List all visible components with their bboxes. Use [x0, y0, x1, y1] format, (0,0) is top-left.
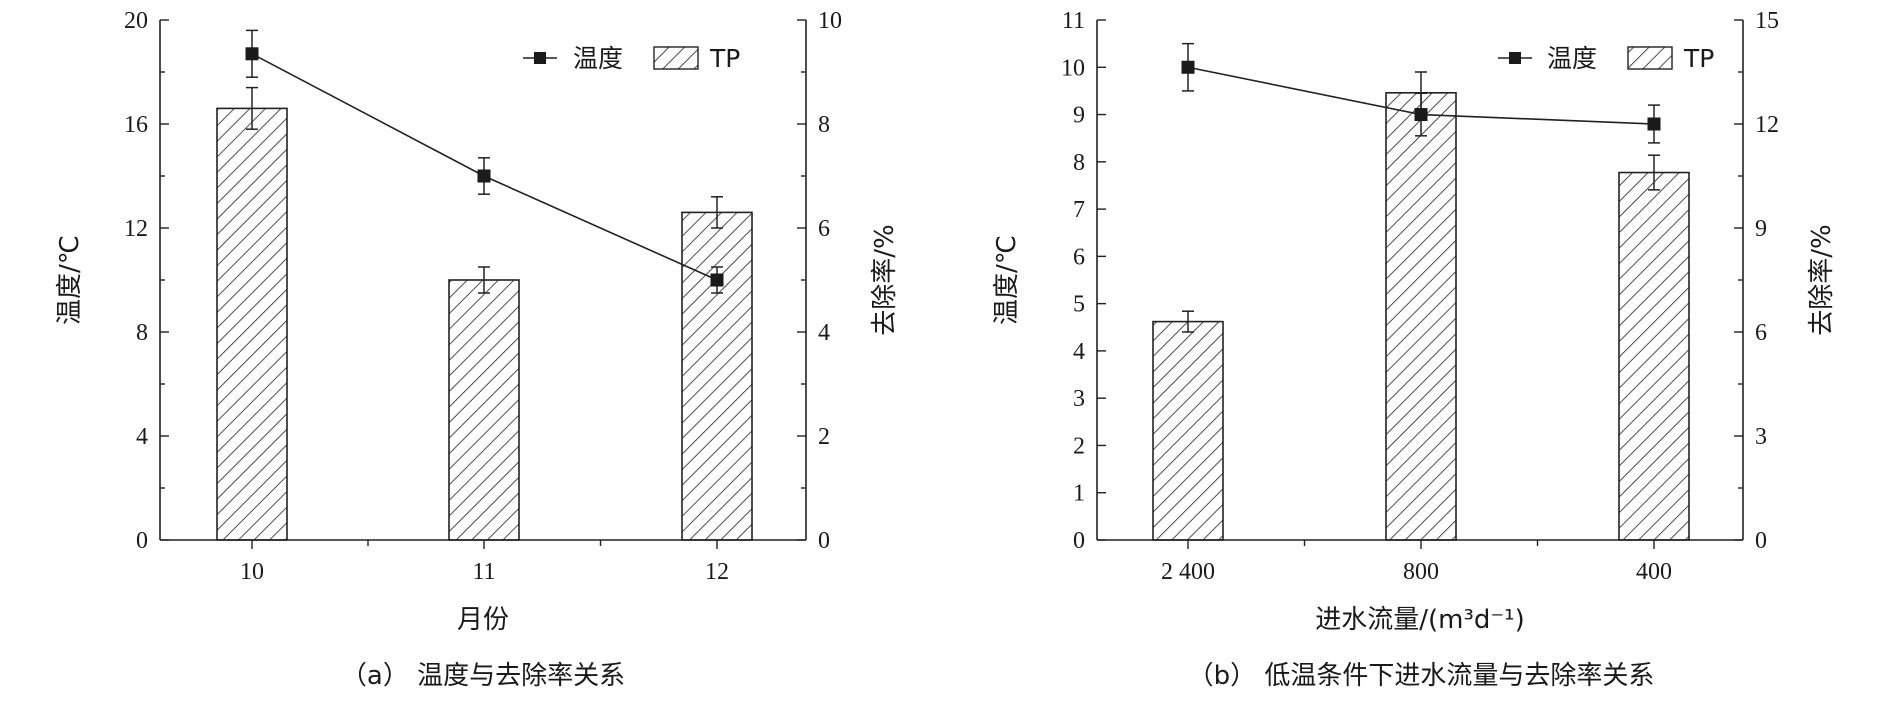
left-tick-label: 6	[1073, 244, 1085, 270]
legend: 温度 TP	[523, 44, 740, 73]
x-axis-title: 月份	[457, 605, 509, 635]
temperature-point	[710, 273, 724, 287]
left-tick-label: 1	[1073, 481, 1085, 507]
left-tick-label: 7	[1073, 197, 1085, 223]
left-tick-label: 9	[1073, 103, 1085, 129]
legend-label-tp: TP	[1683, 44, 1714, 73]
bar-tp	[681, 211, 753, 541]
x-tick-label: 2 400	[1161, 559, 1215, 585]
right-tick-label: 0	[818, 528, 830, 554]
right-tick-label: 15	[1755, 8, 1779, 34]
left-axis-title: 温度/℃	[55, 235, 85, 325]
right-tick-label: 0	[1755, 528, 1767, 554]
left-tick-label: 8	[136, 320, 148, 346]
temperature-point	[477, 169, 491, 183]
legend-hatch-swatch	[653, 46, 699, 70]
bar-tp	[1618, 171, 1690, 541]
right-tick-label: 9	[1755, 216, 1767, 242]
legend-hatch-swatch	[1627, 46, 1673, 70]
left-tick-label: 5	[1073, 292, 1085, 318]
left-tick-label: 3	[1073, 386, 1085, 412]
right-tick-label: 4	[818, 320, 830, 346]
left-tick-label: 4	[1073, 339, 1085, 365]
bar-tp	[216, 107, 288, 541]
x-axis-title: 进水流量/(m³d⁻¹)	[1315, 605, 1524, 635]
x-tick-label: 10	[240, 559, 264, 585]
temperature-point	[1647, 117, 1661, 131]
temperature-point	[1414, 108, 1428, 122]
x-tick-label: 400	[1636, 559, 1672, 585]
right-tick-label: 3	[1755, 424, 1767, 450]
left-tick-label: 0	[136, 528, 148, 554]
x-tick-label: 11	[472, 559, 495, 585]
left-tick-label: 16	[124, 112, 148, 138]
temperature-point	[245, 47, 259, 61]
left-axis-title: 温度/℃	[992, 235, 1022, 325]
legend-marker-swatch	[1509, 52, 1521, 64]
right-tick-label: 6	[818, 216, 830, 242]
left-tick-label: 4	[136, 424, 148, 450]
bar-tp	[1385, 92, 1457, 541]
right-tick-label: 12	[1755, 112, 1779, 138]
bar-tp	[1152, 320, 1224, 541]
left-tick-label: 20	[124, 8, 148, 34]
right-tick-label: 10	[818, 8, 842, 34]
left-tick-label: 12	[124, 216, 148, 242]
left-tick-label: 0	[1073, 528, 1085, 554]
legend-label-temperature: 温度	[573, 44, 623, 73]
x-tick-label: 12	[705, 559, 729, 585]
legend-label-tp: TP	[709, 44, 740, 73]
left-tick-label: 11	[1062, 8, 1085, 34]
left-tick-label: 10	[1061, 55, 1085, 81]
right-tick-label: 6	[1755, 320, 1767, 346]
figure-caption: （a） 温度与去除率关系	[341, 661, 625, 691]
bar-tp	[448, 279, 520, 541]
left-tick-label: 8	[1073, 150, 1085, 176]
legend: 温度 TP	[1498, 44, 1714, 73]
chart-a: 0 4 8 12 16 20 0 2 4 6 8 10 10 11 12 月份 温度/℃ 去除率/% 温度 TP （a）…	[55, 8, 900, 691]
right-axis-title: 去除率/%	[1807, 224, 1837, 335]
x-tick-label: 800	[1403, 559, 1439, 585]
left-tick-label: 2	[1073, 433, 1085, 459]
right-tick-label: 8	[818, 112, 830, 138]
temperature-point	[1181, 60, 1195, 74]
figure-caption: （b） 低温条件下进水流量与去除率关系	[1188, 661, 1655, 691]
right-axis-title: 去除率/%	[870, 224, 900, 335]
legend-marker-swatch	[534, 52, 546, 64]
legend-label-temperature: 温度	[1547, 44, 1597, 73]
right-tick-label: 2	[818, 424, 830, 450]
